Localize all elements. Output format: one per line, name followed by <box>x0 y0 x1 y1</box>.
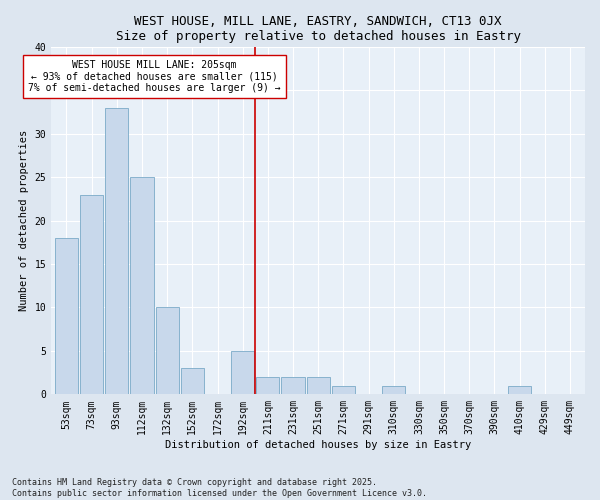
X-axis label: Distribution of detached houses by size in Eastry: Distribution of detached houses by size … <box>165 440 472 450</box>
Bar <box>281 377 305 394</box>
Bar <box>155 308 179 394</box>
Bar <box>231 351 254 395</box>
Title: WEST HOUSE, MILL LANE, EASTRY, SANDWICH, CT13 0JX
Size of property relative to d: WEST HOUSE, MILL LANE, EASTRY, SANDWICH,… <box>116 15 521 43</box>
Y-axis label: Number of detached properties: Number of detached properties <box>19 130 29 312</box>
Bar <box>105 108 128 395</box>
Bar <box>508 386 531 394</box>
Bar <box>130 177 154 394</box>
Bar <box>332 386 355 394</box>
Bar <box>55 238 78 394</box>
Bar <box>181 368 204 394</box>
Bar <box>256 377 280 394</box>
Text: Contains HM Land Registry data © Crown copyright and database right 2025.
Contai: Contains HM Land Registry data © Crown c… <box>12 478 427 498</box>
Bar <box>382 386 405 394</box>
Bar <box>307 377 330 394</box>
Text: WEST HOUSE MILL LANE: 205sqm
← 93% of detached houses are smaller (115)
7% of se: WEST HOUSE MILL LANE: 205sqm ← 93% of de… <box>28 60 281 93</box>
Bar <box>80 194 103 394</box>
